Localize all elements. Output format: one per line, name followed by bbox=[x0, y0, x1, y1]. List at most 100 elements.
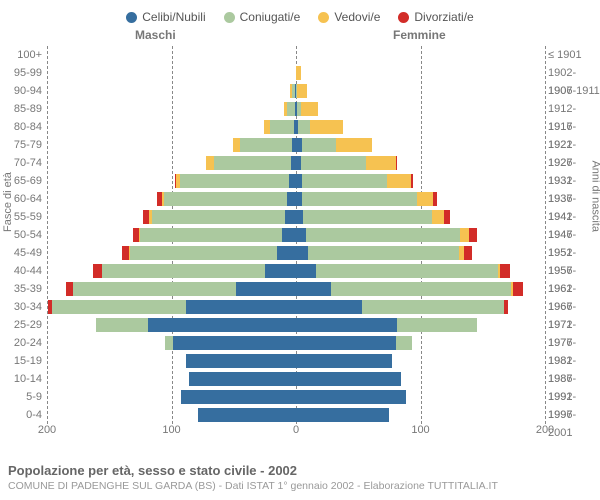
segment-coniugati bbox=[180, 174, 288, 188]
birth-label: 1997-2001 bbox=[548, 406, 600, 442]
age-row: 20-241977-1981 bbox=[47, 334, 545, 352]
bar-female bbox=[296, 102, 545, 116]
bar-male bbox=[47, 48, 296, 62]
bar-male bbox=[47, 66, 296, 80]
age-row: 100+≤ 1901 bbox=[47, 46, 545, 64]
bar-female bbox=[296, 264, 545, 278]
segment-celibi bbox=[296, 372, 401, 386]
birth-label: 1907-1911 bbox=[548, 82, 600, 100]
legend-label: Celibi/Nubili bbox=[142, 10, 205, 24]
swatch-icon bbox=[398, 12, 409, 23]
bar-female bbox=[296, 246, 545, 260]
bar-male bbox=[47, 300, 296, 314]
age-label: 10-14 bbox=[2, 370, 42, 388]
bar-male bbox=[47, 408, 296, 422]
bar-female bbox=[296, 84, 545, 98]
age-label: 75-79 bbox=[2, 136, 42, 154]
segment-celibi bbox=[173, 336, 296, 350]
bar-male bbox=[47, 354, 296, 368]
chart-subtitle: COMUNE DI PADENGHE SUL GARDA (BS) - Dati… bbox=[8, 480, 592, 492]
x-tick-label: 200 bbox=[38, 424, 56, 436]
segment-divorziati bbox=[411, 174, 413, 188]
bar-male bbox=[47, 336, 296, 350]
segment-coniugati bbox=[270, 120, 294, 134]
age-label: 50-54 bbox=[2, 226, 42, 244]
age-label: 60-64 bbox=[2, 190, 42, 208]
segment-coniugati bbox=[214, 156, 291, 170]
bar-female bbox=[296, 390, 545, 404]
age-label: 40-44 bbox=[2, 262, 42, 280]
segment-divorziati bbox=[396, 156, 397, 170]
segment-vedovi bbox=[297, 84, 307, 98]
bar-female bbox=[296, 318, 545, 332]
bar-female bbox=[296, 372, 545, 386]
legend-item-vedovi: Vedovi/e bbox=[318, 10, 380, 24]
segment-vedovi bbox=[336, 138, 372, 152]
age-label: 70-74 bbox=[2, 154, 42, 172]
swatch-icon bbox=[318, 12, 329, 23]
segment-coniugati bbox=[298, 120, 309, 134]
segment-coniugati bbox=[362, 300, 504, 314]
segment-celibi bbox=[277, 246, 296, 260]
segment-coniugati bbox=[165, 336, 172, 350]
segment-vedovi bbox=[310, 120, 344, 134]
age-label: 25-29 bbox=[2, 316, 42, 334]
x-axis: 2001000100200 bbox=[47, 424, 545, 442]
age-row: 5-91992-1996 bbox=[47, 388, 545, 406]
bar-male bbox=[47, 228, 296, 242]
bar-female bbox=[296, 48, 545, 62]
bars-container: 100+≤ 190195-991902-190690-941907-191185… bbox=[47, 46, 545, 424]
age-row: 65-691932-1936 bbox=[47, 172, 545, 190]
bar-male bbox=[47, 264, 296, 278]
segment-celibi bbox=[296, 300, 362, 314]
segment-vedovi bbox=[366, 156, 396, 170]
segment-celibi bbox=[296, 210, 303, 224]
bar-female bbox=[296, 336, 545, 350]
segment-vedovi bbox=[417, 192, 433, 206]
bar-female bbox=[296, 282, 545, 296]
x-tick-label: 200 bbox=[536, 424, 554, 436]
age-row: 50-541947-1951 bbox=[47, 226, 545, 244]
bar-male bbox=[47, 138, 296, 152]
segment-divorziati bbox=[444, 210, 450, 224]
age-label: 65-69 bbox=[2, 172, 42, 190]
segment-coniugati bbox=[308, 246, 459, 260]
segment-vedovi bbox=[296, 66, 301, 80]
segment-divorziati bbox=[504, 300, 508, 314]
legend-label: Vedovi/e bbox=[334, 10, 380, 24]
segment-coniugati bbox=[301, 156, 366, 170]
segment-celibi bbox=[181, 390, 296, 404]
birth-label: ≤ 1901 bbox=[548, 46, 600, 64]
segment-divorziati bbox=[433, 192, 437, 206]
age-label: 0-4 bbox=[2, 406, 42, 424]
age-row: 95-991902-1906 bbox=[47, 64, 545, 82]
age-label: 90-94 bbox=[2, 82, 42, 100]
age-label: 15-19 bbox=[2, 352, 42, 370]
segment-celibi bbox=[186, 300, 296, 314]
segment-coniugati bbox=[316, 264, 498, 278]
chart-area: 100+≤ 190195-991902-190690-941907-191185… bbox=[47, 46, 545, 442]
legend-item-coniugati: Coniugati/e bbox=[224, 10, 301, 24]
age-row: 0-41997-2001 bbox=[47, 406, 545, 424]
chart-title: Popolazione per età, sesso e stato civil… bbox=[8, 463, 592, 478]
segment-divorziati bbox=[93, 264, 102, 278]
age-label: 5-9 bbox=[2, 388, 42, 406]
segment-celibi bbox=[296, 228, 306, 242]
segment-celibi bbox=[289, 174, 296, 188]
segment-celibi bbox=[186, 354, 296, 368]
segment-vedovi bbox=[301, 102, 318, 116]
age-row: 40-441957-1961 bbox=[47, 262, 545, 280]
x-tick-label: 0 bbox=[293, 424, 299, 436]
segment-celibi bbox=[287, 192, 296, 206]
bar-male bbox=[47, 318, 296, 332]
bar-male bbox=[47, 156, 296, 170]
segment-celibi bbox=[296, 282, 331, 296]
age-row: 90-941907-1911 bbox=[47, 82, 545, 100]
age-row: 10-141987-1991 bbox=[47, 370, 545, 388]
segment-coniugati bbox=[302, 192, 417, 206]
segment-celibi bbox=[198, 408, 296, 422]
bar-female bbox=[296, 138, 545, 152]
segment-coniugati bbox=[287, 102, 294, 116]
segment-celibi bbox=[189, 372, 296, 386]
segment-vedovi bbox=[233, 138, 240, 152]
